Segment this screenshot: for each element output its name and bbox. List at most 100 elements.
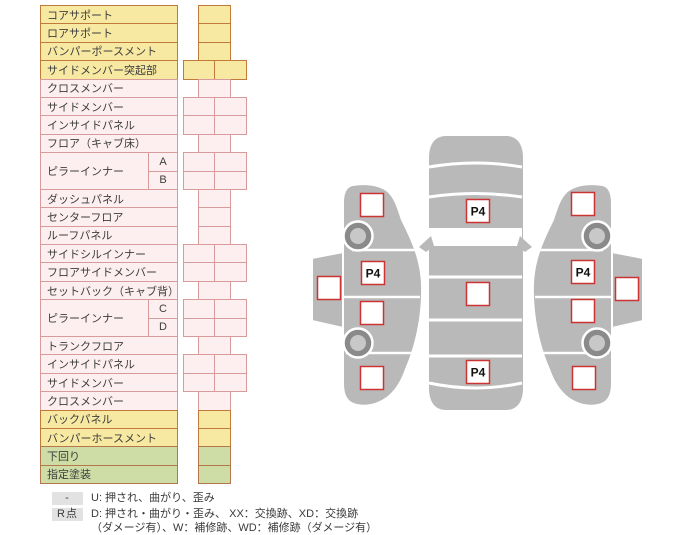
damage-cell[interactable] <box>214 372 247 393</box>
damage-grid-row <box>183 170 247 190</box>
right-side-front-door-marker[interactable]: P4 <box>570 259 596 285</box>
right-side-rear-fender-marker[interactable] <box>571 365 597 391</box>
damage-cell[interactable] <box>198 5 231 25</box>
damage-grid <box>183 23 247 43</box>
damage-legend: - U: 押され、曲がり、歪み R点 D: 押され・曲がり・歪み、 XX：交換跡、XD… <box>52 491 377 535</box>
damage-cell[interactable] <box>214 354 247 374</box>
damage-cell[interactable] <box>214 170 247 190</box>
damage-cell[interactable] <box>198 133 231 154</box>
damage-cell[interactable] <box>198 225 231 246</box>
damage-cell[interactable] <box>183 96 215 117</box>
top-hood-marker[interactable]: P4 <box>465 198 491 224</box>
part-label: クロスメンバー <box>40 391 178 411</box>
damage-cell[interactable] <box>198 391 231 411</box>
legend-row: - U: 押され、曲がり、歪み <box>52 491 377 506</box>
part-label: ピラーインナー <box>40 152 149 190</box>
parts-row-group: ピラーインナー A B <box>40 152 247 190</box>
left-side-rear-fender-marker[interactable] <box>359 365 385 391</box>
damage-cell[interactable] <box>198 41 231 62</box>
front-wheel-icon <box>342 220 374 252</box>
right-side-cabin-side-marker[interactable] <box>614 276 640 302</box>
car-left-side-view <box>311 185 422 405</box>
right-side-front-fender-marker[interactable] <box>570 191 596 217</box>
damage-cell[interactable] <box>214 244 247 264</box>
damage-cell[interactable] <box>183 60 215 80</box>
damage-grid <box>183 133 247 154</box>
damage-cell[interactable] <box>214 262 247 282</box>
windshield-band <box>429 228 522 246</box>
damage-cell[interactable] <box>198 409 231 430</box>
part-label: インサイドパネル <box>40 115 178 135</box>
damage-cell[interactable] <box>198 336 231 356</box>
damage-cell[interactable] <box>183 317 215 338</box>
parts-row: トランクフロア <box>40 336 247 356</box>
right-side-rear-door-marker[interactable] <box>570 298 596 324</box>
part-label: ルーフパネル <box>40 225 178 246</box>
parts-row: バンパーポースメント <box>40 41 247 62</box>
damage-cell[interactable] <box>198 23 231 43</box>
part-label: サイドメンバー <box>40 372 178 393</box>
parts-row: ルーフパネル <box>40 225 247 246</box>
damage-cell[interactable] <box>214 115 247 135</box>
damage-cell[interactable] <box>214 152 247 172</box>
parts-row: 下回り <box>40 446 247 466</box>
part-label: サイドメンバー突起部 <box>40 60 178 80</box>
parts-row: サイドシルインナー <box>40 244 247 264</box>
damage-grid <box>183 391 247 411</box>
left-mirror-icon <box>419 236 434 252</box>
damage-cell[interactable] <box>214 60 247 80</box>
legend-text: U: 押され、曲がり、歪み <box>91 492 215 504</box>
damage-marker-layer: P4 P4 P4 P4 <box>316 191 640 391</box>
damage-cell[interactable] <box>198 464 231 485</box>
damage-grid <box>183 78 247 98</box>
legend-row: R点 D: 押され・曲がり・歪み、 XX：交換跡、XD：交換跡 （ダメージ有）、W… <box>52 507 377 535</box>
damage-cell[interactable] <box>183 244 215 264</box>
part-label: バンパーポースメント <box>40 41 178 62</box>
part-label: コアサポート <box>40 5 178 25</box>
damage-cell[interactable] <box>198 280 231 301</box>
svg-text:P4: P4 <box>366 267 381 281</box>
left-side-rear-door-marker[interactable] <box>359 300 385 326</box>
parts-row: セットバック（キャブ背） <box>40 280 247 301</box>
damage-cell[interactable] <box>198 188 231 209</box>
damage-cell[interactable] <box>214 96 247 117</box>
parts-row: フロアサイドメンバー <box>40 262 247 282</box>
damage-cell[interactable] <box>183 152 215 172</box>
left-side-front-fender-marker[interactable] <box>359 192 385 218</box>
damage-cell[interactable] <box>198 78 231 98</box>
damage-cell[interactable] <box>198 428 231 448</box>
damage-cell[interactable] <box>214 299 247 319</box>
damage-grid <box>183 188 247 209</box>
top-trunk-marker[interactable]: P4 <box>465 359 491 385</box>
damage-grid <box>183 60 247 80</box>
parts-row: サイドメンバー <box>40 372 247 393</box>
damage-grid <box>183 41 247 62</box>
damage-cell[interactable] <box>214 317 247 338</box>
damage-grid <box>183 409 247 430</box>
damage-cell[interactable] <box>183 299 215 319</box>
damage-cell[interactable] <box>198 207 231 227</box>
damage-grid <box>183 299 247 338</box>
part-label: サイドメンバー <box>40 96 178 117</box>
part-label: トランクフロア <box>40 336 178 356</box>
damage-cell[interactable] <box>183 262 215 282</box>
damage-grid <box>183 262 247 282</box>
damage-cell[interactable] <box>198 446 231 466</box>
damage-grid <box>183 152 247 190</box>
part-label: セットバック（キャブ背） <box>40 280 178 301</box>
part-label: ロアサポート <box>40 23 178 43</box>
left-side-front-door-marker[interactable]: P4 <box>360 260 386 286</box>
damage-cell[interactable] <box>183 372 215 393</box>
damage-cell[interactable] <box>183 170 215 190</box>
parts-row-group: ピラーインナー C D <box>40 299 247 338</box>
top-roof-marker[interactable] <box>465 281 491 307</box>
damage-cell[interactable] <box>183 115 215 135</box>
part-label: ピラーインナー <box>40 299 149 338</box>
damage-grid <box>183 428 247 448</box>
rear-wheel-icon <box>581 327 613 359</box>
svg-text:P4: P4 <box>471 366 486 380</box>
part-label: バックパネル <box>40 409 178 430</box>
damage-cell[interactable] <box>183 354 215 374</box>
left-side-cabin-side-marker[interactable] <box>316 275 342 301</box>
parts-row: サイドメンバー突起部 <box>40 60 247 80</box>
